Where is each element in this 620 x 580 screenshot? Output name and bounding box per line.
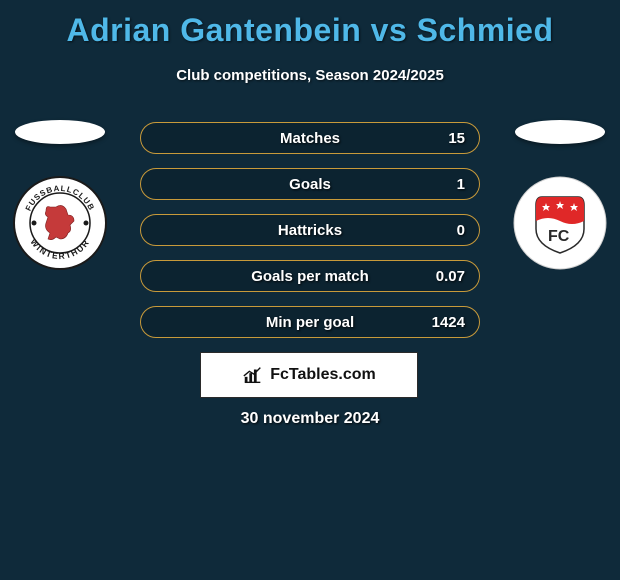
stat-value: 1424	[432, 314, 465, 331]
stat-row-goals: Goals 1	[140, 168, 480, 200]
stat-row-hattricks: Hattricks 0	[140, 214, 480, 246]
svg-text:FC: FC	[548, 228, 570, 245]
comparison-subtitle: Club competitions, Season 2024/2025	[0, 67, 620, 84]
fc-sion-crest-icon: FC	[512, 175, 608, 271]
stat-value: 0	[457, 222, 465, 239]
bar-chart-icon	[242, 364, 264, 386]
stat-label: Goals	[289, 176, 331, 193]
right-club-badge: FC	[512, 180, 608, 266]
stat-label: Goals per match	[251, 268, 369, 285]
fc-winterthur-crest-icon: FUSSBALLCLUB WINTERTHUR	[12, 175, 108, 271]
stat-row-goals-per-match: Goals per match 0.07	[140, 260, 480, 292]
stat-label: Min per goal	[266, 314, 354, 331]
stat-row-min-per-goal: Min per goal 1424	[140, 306, 480, 338]
stat-value: 15	[448, 130, 465, 147]
stat-value: 0.07	[436, 268, 465, 285]
left-player-area: FUSSBALLCLUB WINTERTHUR	[0, 120, 120, 266]
left-flag-placeholder	[15, 120, 105, 144]
left-club-badge: FUSSBALLCLUB WINTERTHUR	[12, 180, 108, 266]
stat-row-matches: Matches 15	[140, 122, 480, 154]
site-branding-box: FcTables.com	[200, 352, 418, 398]
stat-label: Hattricks	[278, 222, 342, 239]
right-player-area: FC	[500, 120, 620, 266]
comparison-date: 30 november 2024	[0, 410, 620, 428]
right-flag-placeholder	[515, 120, 605, 144]
stat-label: Matches	[280, 130, 340, 147]
stats-container: Matches 15 Goals 1 Hattricks 0 Goals per…	[140, 122, 480, 338]
comparison-title: Adrian Gantenbein vs Schmied	[0, 0, 620, 49]
stat-value: 1	[457, 176, 465, 193]
site-label: FcTables.com	[270, 366, 376, 384]
